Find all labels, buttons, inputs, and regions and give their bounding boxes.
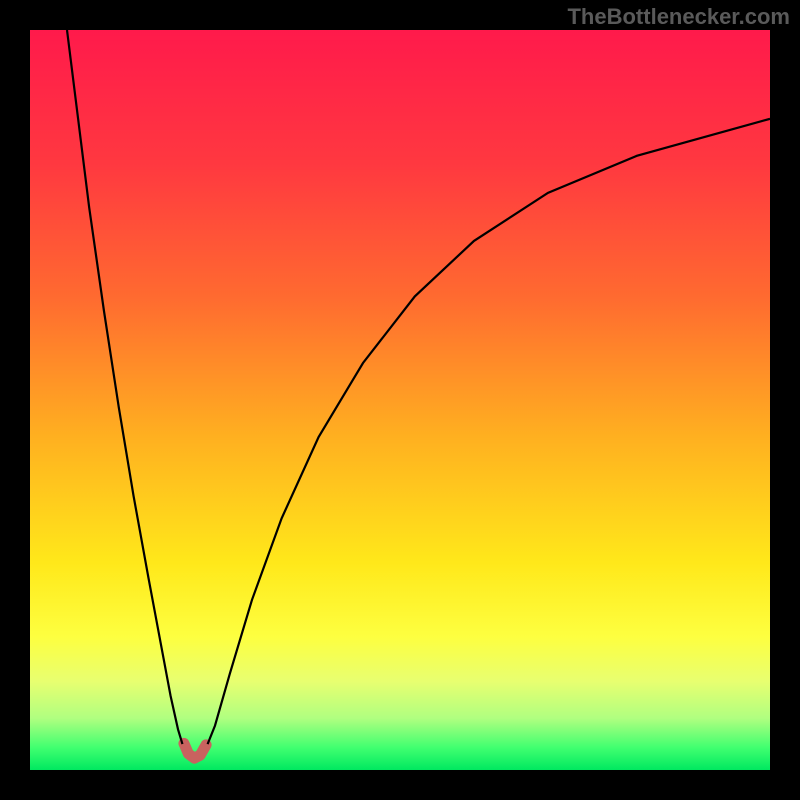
- plot-area: [30, 30, 770, 770]
- curve-right-branch: [208, 119, 770, 744]
- valley-marker: [184, 743, 206, 758]
- curve-left-branch: [67, 30, 182, 744]
- watermark-text: TheBottlenecker.com: [567, 4, 790, 30]
- bottleneck-curve: [30, 30, 770, 770]
- chart-container: TheBottlenecker.com: [0, 0, 800, 800]
